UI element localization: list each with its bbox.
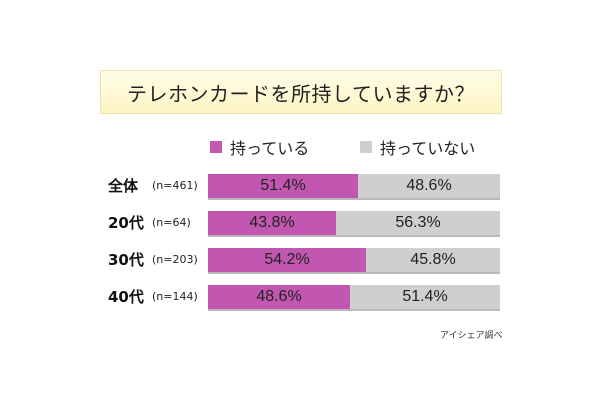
data-label-owned: 48.6% [256, 288, 302, 305]
sample-size-label: (n=461) [152, 179, 198, 192]
bar-segment-owned: 48.6% [208, 285, 350, 309]
bar-row: 43.8% 56.3% [208, 211, 500, 235]
data-label-owned: 54.2% [264, 251, 310, 268]
bar-segment-not-owned: 51.4% [350, 285, 500, 309]
bar-segment-not-owned: 45.8% [366, 248, 500, 272]
category-label: 全体 [108, 177, 139, 195]
sample-size-label: (n=203) [152, 253, 198, 266]
data-label-not-owned: 51.4% [402, 288, 448, 305]
category-label: 30代 [108, 251, 144, 269]
legend-swatch-not-owned [360, 141, 372, 153]
data-label-not-owned: 48.6% [406, 177, 452, 194]
chart-title: テレホンカードを所持していますか？ [100, 70, 502, 114]
bar-segment-owned: 51.4% [208, 174, 358, 198]
legend-label-not-owned: 持っていない [380, 139, 476, 158]
data-label-owned: 43.8% [249, 214, 295, 231]
category-label: 40代 [108, 288, 144, 306]
data-label-not-owned: 45.8% [410, 251, 456, 268]
legend-item-not-owned: 持っていない [360, 135, 475, 159]
data-label-not-owned: 56.3% [395, 214, 441, 231]
bar-row: 51.4% 48.6% [208, 174, 500, 198]
bar-segment-owned: 54.2% [208, 248, 366, 272]
source-note: アイシェア調べ [440, 331, 503, 341]
bar-row: 54.2% 45.8% [208, 248, 500, 272]
legend-label-owned: 持っている [230, 139, 310, 158]
bar-segment-not-owned: 48.6% [358, 174, 500, 198]
legend-swatch-owned [210, 141, 222, 153]
category-label: 20代 [108, 214, 144, 232]
sample-size-label: (n=64) [152, 216, 191, 229]
legend-item-owned: 持っている [210, 135, 309, 159]
data-label-owned: 51.4% [260, 177, 306, 194]
bar-segment-owned: 43.8% [208, 211, 336, 235]
bar-row: 48.6% 51.4% [208, 285, 500, 309]
bar-segment-not-owned: 56.3% [336, 211, 500, 235]
sample-size-label: (n=144) [152, 290, 198, 303]
